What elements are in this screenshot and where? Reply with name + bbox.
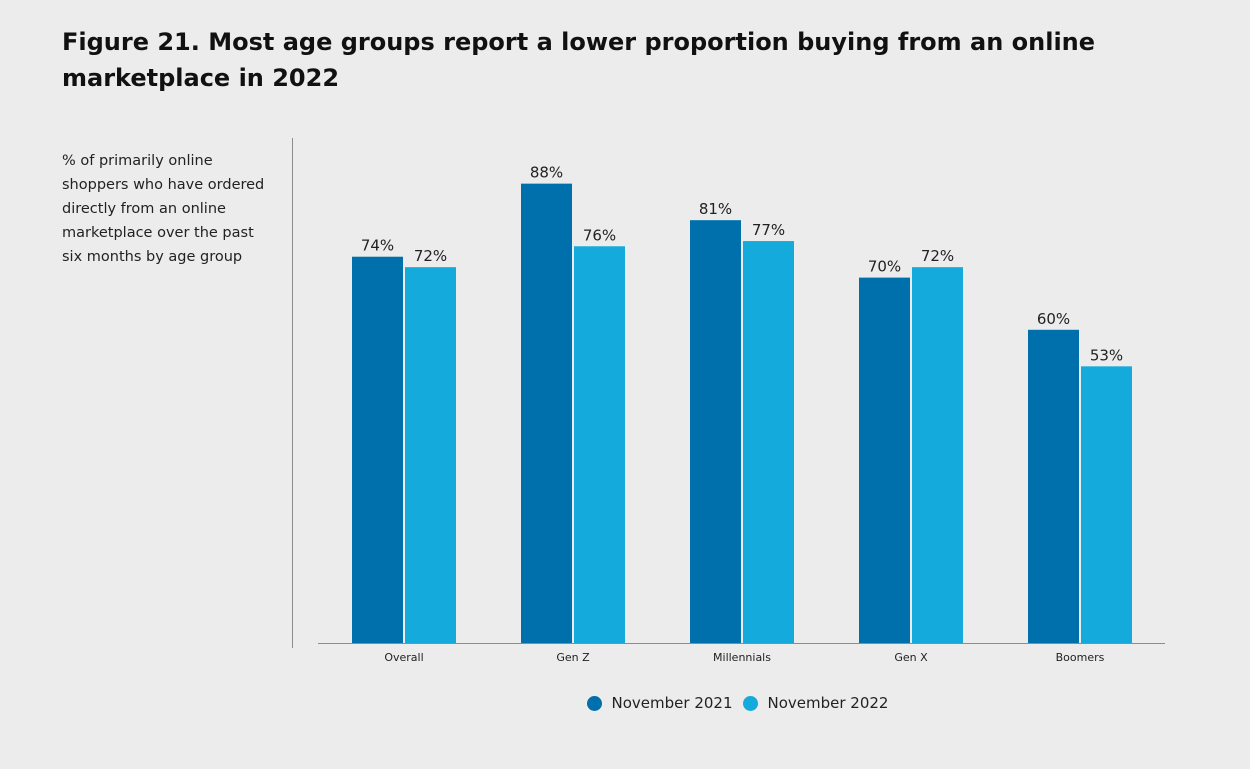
legend-swatch-2021 — [586, 695, 602, 711]
bar-chart: 74% 72% Overall 88% 76% Gen Z 81% 77% Millennial… — [318, 164, 1165, 664]
legend-item-2022: November 2022 — [742, 694, 889, 712]
data-label-gen-x-2021: 70% — [868, 258, 901, 276]
chart-legend: November 2021 November 2022 — [0, 694, 1250, 712]
bar-millennials-2021 — [690, 220, 741, 643]
bar-gen-x-2021 — [859, 277, 910, 643]
bar-gen-z-2022 — [574, 246, 625, 643]
legend-item-2021: November 2021 — [586, 694, 733, 712]
divider-line — [292, 138, 293, 648]
bar-overall-2021 — [352, 256, 403, 643]
data-label-boomers-2021: 60% — [1037, 310, 1070, 328]
bar-boomers-2021 — [1028, 329, 1079, 643]
x-tick-label-gen-x: Gen X — [894, 651, 928, 664]
data-label-overall-2021: 74% — [361, 237, 394, 255]
data-label-gen-x-2022: 72% — [921, 247, 954, 265]
bar-boomers-2022 — [1081, 366, 1132, 643]
legend-label-2021: November 2021 — [611, 694, 733, 712]
chart-subtitle: % of primarily online shoppers who have … — [62, 153, 265, 265]
bar-overall-2022 — [405, 267, 456, 643]
x-tick-label-gen-z: Gen Z — [556, 651, 590, 664]
bar-gen-z-2021 — [521, 183, 572, 643]
data-label-millennials-2021: 81% — [699, 200, 732, 218]
data-label-millennials-2022: 77% — [752, 221, 785, 239]
legend-label-2022: November 2022 — [767, 694, 889, 712]
chart-title: Figure 21. Most age groups report a lowe… — [62, 28, 1096, 92]
legend-swatch-2022 — [742, 695, 758, 711]
bar-millennials-2022 — [743, 241, 794, 643]
data-label-boomers-2022: 53% — [1090, 346, 1123, 364]
data-label-gen-z-2021: 88% — [530, 164, 563, 182]
data-label-gen-z-2022: 76% — [583, 226, 616, 244]
x-tick-label-boomers: Boomers — [1056, 651, 1105, 664]
x-tick-label-overall: Overall — [384, 651, 423, 664]
data-label-overall-2022: 72% — [414, 247, 447, 265]
bar-gen-x-2022 — [912, 267, 963, 643]
x-tick-label-millennials: Millennials — [713, 651, 771, 664]
